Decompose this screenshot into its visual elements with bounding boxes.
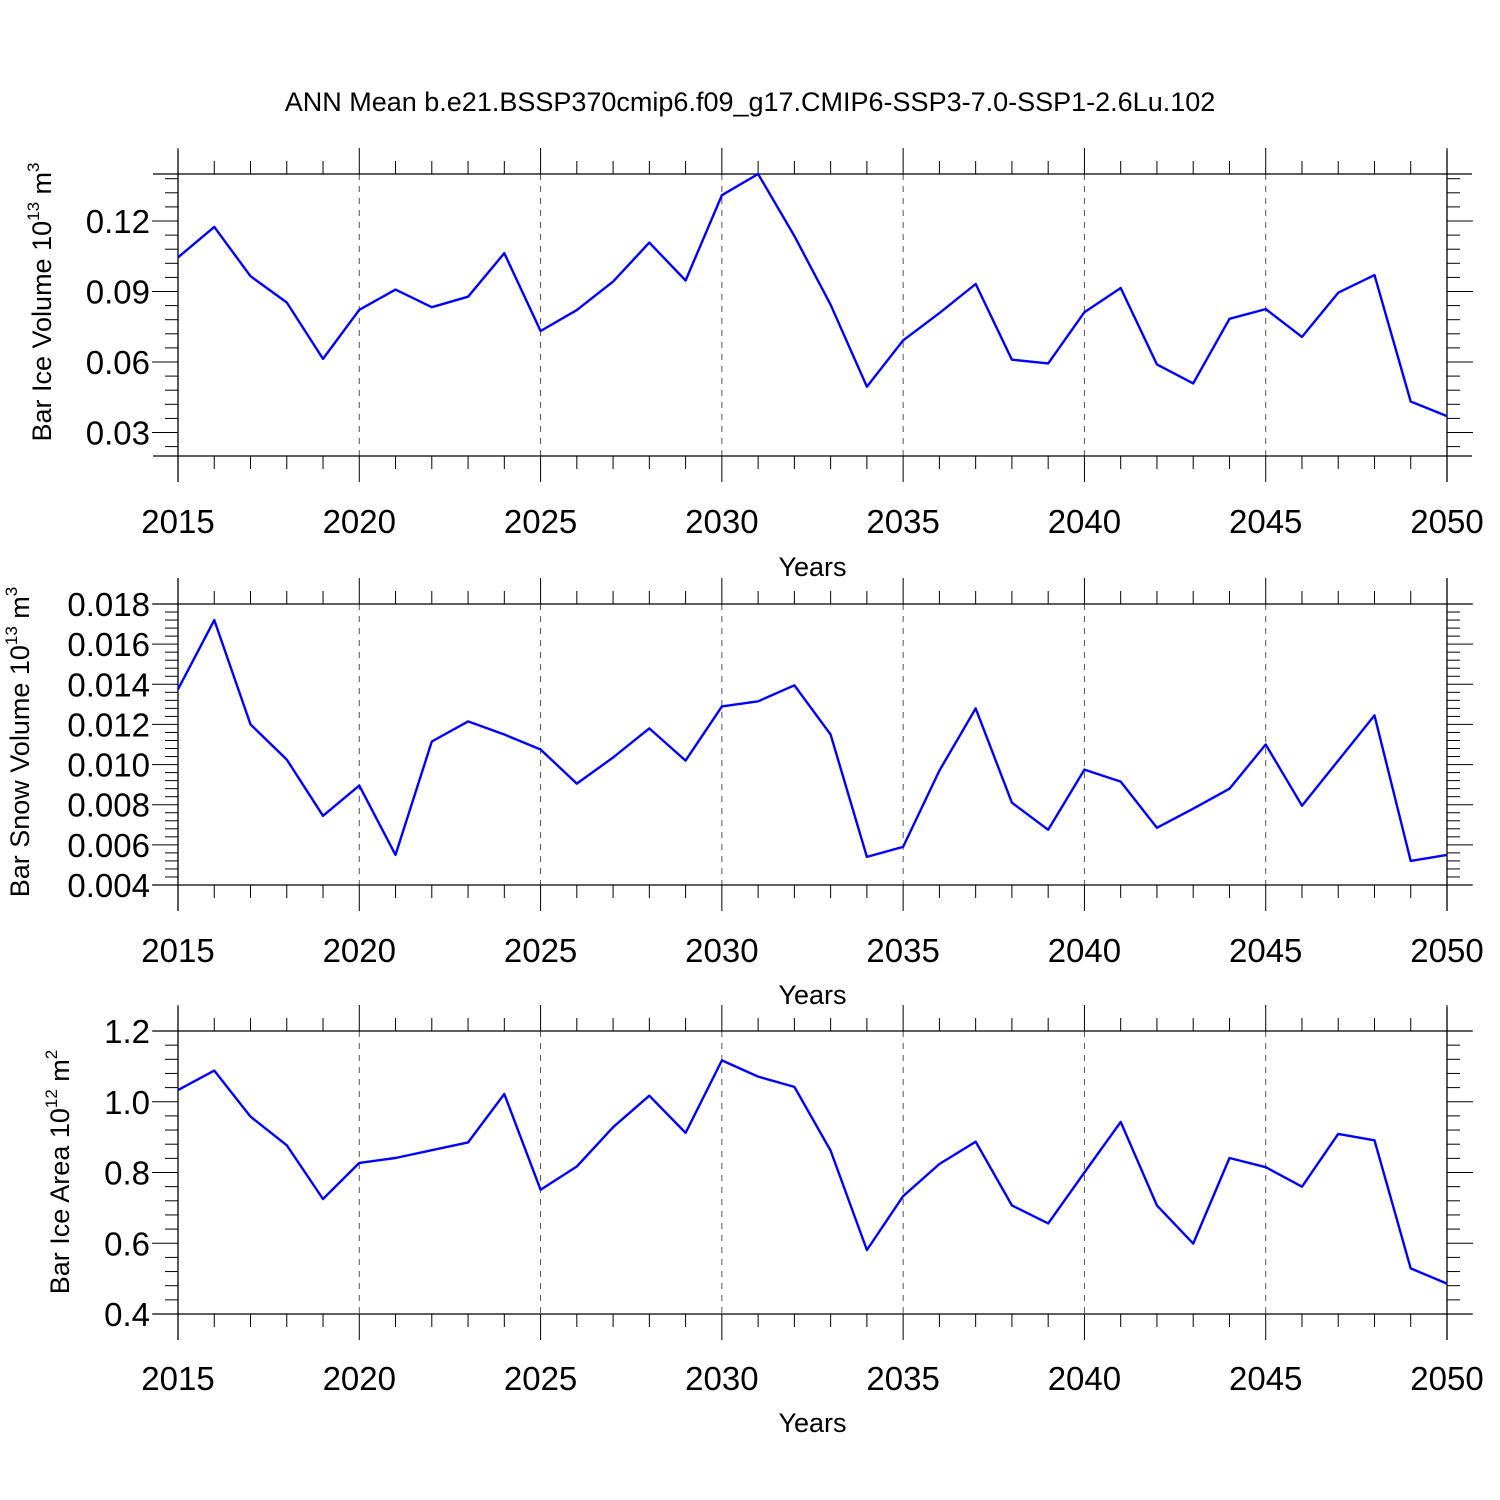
x-tick-label: 2015	[141, 503, 214, 540]
y-tick-label: 0.006	[67, 827, 150, 864]
y-tick-label: 0.012	[67, 706, 150, 743]
x-tick-label: 2030	[685, 932, 758, 969]
x-tick-label: 2015	[141, 1360, 214, 1397]
x-tick-label: 2045	[1229, 1360, 1302, 1397]
y-tick-label: 0.4	[104, 1296, 150, 1333]
y-tick-label: 0.008	[67, 787, 150, 824]
x-tick-label: 2050	[1410, 932, 1483, 969]
x-tick-label: 2040	[1048, 1360, 1121, 1397]
panels: 2015 2020 2025 2030 2035 2040 2045 2050 0.03 0.06…	[2, 148, 1484, 1438]
panel-2: 2015 2020 2025 2030 2035 2040 2045 20500.0040.0…	[2, 578, 1484, 1010]
x-axis-label: Years	[778, 1408, 846, 1438]
y-tick-label: 0.016	[67, 626, 150, 663]
x-tick-label: 2030	[685, 1360, 758, 1397]
y-tick-label: 0.014	[67, 666, 150, 703]
panel-1: 2015 2020 2025 2030 2035 2040 2045 2050 0.03 0.06…	[24, 148, 1484, 582]
x-tick-label: 2040	[1048, 932, 1121, 969]
x-tick-label: 2045	[1229, 503, 1302, 540]
x-tick-label: 2050	[1410, 503, 1483, 540]
x-tick-label: 2020	[323, 932, 396, 969]
x-tick-label: 2030	[685, 503, 758, 540]
y-axis-label: Bar Ice Area 1012 m2	[42, 1050, 75, 1295]
x-tick-label: 2025	[504, 503, 577, 540]
panel-3: 2015 2020 2025 2030 2035 2040 2045 2050 0.4 0.6 0.…	[42, 1005, 1484, 1438]
y-tick-label: 0.018	[67, 586, 150, 623]
x-tick-label: 2020	[323, 503, 396, 540]
series-line	[177, 172, 1448, 418]
y-tick-label: 1.0	[104, 1084, 150, 1121]
y-tick-label: 0.06	[86, 344, 150, 381]
x-axis-label: Years	[778, 552, 846, 582]
y-tick-label: 0.03	[86, 415, 150, 452]
series-line	[176, 618, 1448, 863]
x-tick-label: 2015	[141, 932, 214, 969]
x-tick-label: 2035	[866, 1360, 939, 1397]
x-tick-label: 2035	[866, 932, 939, 969]
x-tick-label: 2035	[866, 503, 939, 540]
y-axis-label: Bar Ice Volume 1013 m3	[24, 162, 57, 441]
x-tick-label: 2050	[1410, 1360, 1483, 1397]
y-tick-label: 0.8	[104, 1155, 150, 1192]
x-tick-label: 2045	[1229, 932, 1302, 969]
y-axis-label: Bar Snow Volume 1013 m3	[2, 587, 35, 898]
x-tick-label: 2020	[323, 1360, 396, 1397]
y-tick-label: 0.010	[67, 747, 150, 784]
x-tick-label: 2025	[504, 932, 577, 969]
x-tick-label: 2040	[1048, 503, 1121, 540]
y-tick-label: 0.09	[86, 274, 150, 311]
x-tick-label: 2025	[504, 1360, 577, 1397]
figure-title: ANN Mean b.e21.BSSP370cmip6.f09_g17.CMIP…	[285, 87, 1216, 117]
series-line	[177, 1059, 1448, 1285]
y-tick-label: 0.12	[86, 203, 150, 240]
y-tick-label: 0.6	[104, 1225, 150, 1262]
y-tick-label: 1.2	[104, 1013, 150, 1050]
y-tick-label: 0.004	[67, 867, 150, 904]
x-axis-label: Years	[778, 980, 846, 1010]
